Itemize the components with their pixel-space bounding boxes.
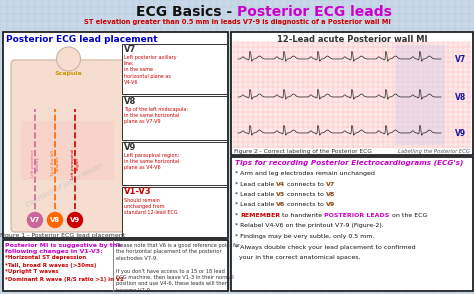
Text: Figure 2 - Correct labeling of the Posterior ECG: Figure 2 - Correct labeling of the Poste…	[234, 148, 372, 153]
FancyBboxPatch shape	[21, 121, 114, 180]
Text: electrodes V7-9.: electrodes V7-9.	[116, 255, 158, 260]
Text: Figure 1 - Posterior ECG lead placement: Figure 1 - Posterior ECG lead placement	[0, 233, 125, 238]
Text: Tip of the left
scapula: Tip of the left scapula	[51, 150, 59, 177]
Text: ECG Basics -: ECG Basics -	[136, 5, 237, 19]
Text: * Lead cable: * Lead cable	[235, 203, 276, 208]
Text: * Always double check your lead placement to confirmed: * Always double check your lead placemen…	[235, 245, 416, 250]
Text: Left posterior
axillary: Left posterior axillary	[31, 150, 39, 177]
Text: If you don't have access to a 15 or 18 lead: If you don't have access to a 15 or 18 l…	[116, 268, 225, 273]
Text: * Lead cable: * Lead cable	[235, 181, 276, 186]
Text: V8: V8	[124, 96, 136, 106]
Bar	[233, 42, 471, 148]
Text: V9: V9	[124, 143, 136, 151]
Text: V8: V8	[455, 93, 466, 101]
Text: Left paraspinal
region: Left paraspinal region	[71, 148, 79, 179]
Text: Courtesy of Jason Winter: Courtesy of Jason Winter	[25, 162, 105, 208]
Text: Tips for recording Posterior Electrocardiograms (ECG's): Tips for recording Posterior Electrocard…	[235, 160, 464, 166]
Text: REMEMBER: REMEMBER	[240, 213, 280, 218]
Bar	[3, 32, 228, 238]
Text: V7: V7	[30, 217, 40, 223]
Text: V9: V9	[70, 217, 80, 223]
Text: *Horizontal ST depression: *Horizontal ST depression	[5, 255, 86, 260]
Text: Please note that V6 is a good reference point for: Please note that V6 is a good reference …	[116, 243, 240, 248]
Text: to handwrite: to handwrite	[280, 213, 324, 218]
Text: V1-V3: V1-V3	[124, 188, 152, 196]
Bar	[3, 240, 228, 291]
FancyBboxPatch shape	[11, 60, 126, 232]
Text: Posterior MI is suggestive by the: Posterior MI is suggestive by the	[5, 243, 121, 248]
Text: V4: V4	[276, 181, 285, 186]
Text: Tip of the left midscapula:
in the same horizontal
plane as V7-V9: Tip of the left midscapula: in the same …	[124, 107, 188, 124]
Bar	[395, 45, 445, 145]
Text: * Relabel V4-V6 on the printout V7-9 (Figure-2).: * Relabel V4-V6 on the printout V7-9 (Fi…	[235, 223, 384, 228]
Text: connects to: connects to	[285, 203, 327, 208]
Circle shape	[67, 213, 82, 228]
Text: V9: V9	[455, 128, 466, 138]
Circle shape	[47, 213, 63, 228]
Bar	[122, 44, 227, 94]
Bar	[231, 157, 473, 291]
Bar	[122, 96, 227, 140]
Text: position and use V4-6, these leads will then: position and use V4-6, these leads will …	[116, 281, 228, 286]
Text: *Upright T waves: *Upright T waves	[5, 270, 59, 275]
Text: * Findings may be very subtle, only 0.5 mm.: * Findings may be very subtle, only 0.5 …	[235, 234, 374, 239]
Text: V7: V7	[455, 54, 466, 64]
Text: V5: V5	[276, 192, 285, 197]
Text: * Lead cable: * Lead cable	[235, 192, 276, 197]
Text: 12-Lead acute Posterior wall MI: 12-Lead acute Posterior wall MI	[277, 34, 427, 44]
Text: following changes in V1-V3:: following changes in V1-V3:	[5, 248, 103, 253]
Circle shape	[56, 47, 81, 71]
Text: V8: V8	[50, 217, 60, 223]
Text: connects to: connects to	[285, 181, 327, 186]
Text: *Tall, broad R waves (>30ms): *Tall, broad R waves (>30ms)	[5, 263, 96, 268]
Text: * Arm and leg electrodes remain unchanged: * Arm and leg electrodes remain unchange…	[235, 171, 375, 176]
Text: ECG machine, then leave V1-3 in their normal: ECG machine, then leave V1-3 in their no…	[116, 275, 234, 280]
Text: V6: V6	[276, 203, 285, 208]
Text: the horizontal placement of the posterior: the horizontal placement of the posterio…	[116, 249, 222, 254]
Bar	[122, 142, 227, 185]
Text: Labelling the Posterior ECG: Labelling the Posterior ECG	[398, 148, 470, 153]
Text: V8: V8	[327, 192, 336, 197]
Text: Posterior ECG leads: Posterior ECG leads	[237, 5, 392, 19]
Text: Should remain
unchanged from
standard 12-lead ECG: Should remain unchanged from standard 12…	[124, 198, 178, 216]
Text: Scapula: Scapula	[55, 71, 82, 76]
Text: V9: V9	[327, 203, 336, 208]
Text: V7: V7	[327, 181, 336, 186]
Text: Left posterior axillary
line:
in the same
horizontal plane as
V4-V6: Left posterior axillary line: in the sam…	[124, 55, 176, 85]
Text: your in the correct anatomical spaces.: your in the correct anatomical spaces.	[235, 255, 361, 260]
Text: *Dominant R wave (R/S ratio >1) in V2: *Dominant R wave (R/S ratio >1) in V2	[5, 276, 124, 281]
Bar	[122, 187, 227, 237]
Text: Left paraspinal region:
in the same horizontal
plane as V4-V6: Left paraspinal region: in the same hori…	[124, 153, 179, 171]
Text: V7: V7	[124, 44, 136, 54]
Text: *: *	[235, 213, 240, 218]
Text: connects to: connects to	[285, 192, 327, 197]
Text: on the ECG: on the ECG	[390, 213, 427, 218]
Bar	[231, 32, 473, 155]
Text: ST elevation greater than 0.5 mm in leads V7-9 is diagnostic of a Posterior wall: ST elevation greater than 0.5 mm in lead…	[83, 19, 391, 25]
Text: Posterior ECG lead placement: Posterior ECG lead placement	[6, 36, 158, 44]
Text: POSTERIOR LEADS: POSTERIOR LEADS	[324, 213, 390, 218]
Text: become V7-9.: become V7-9.	[116, 288, 152, 293]
Circle shape	[27, 213, 43, 228]
